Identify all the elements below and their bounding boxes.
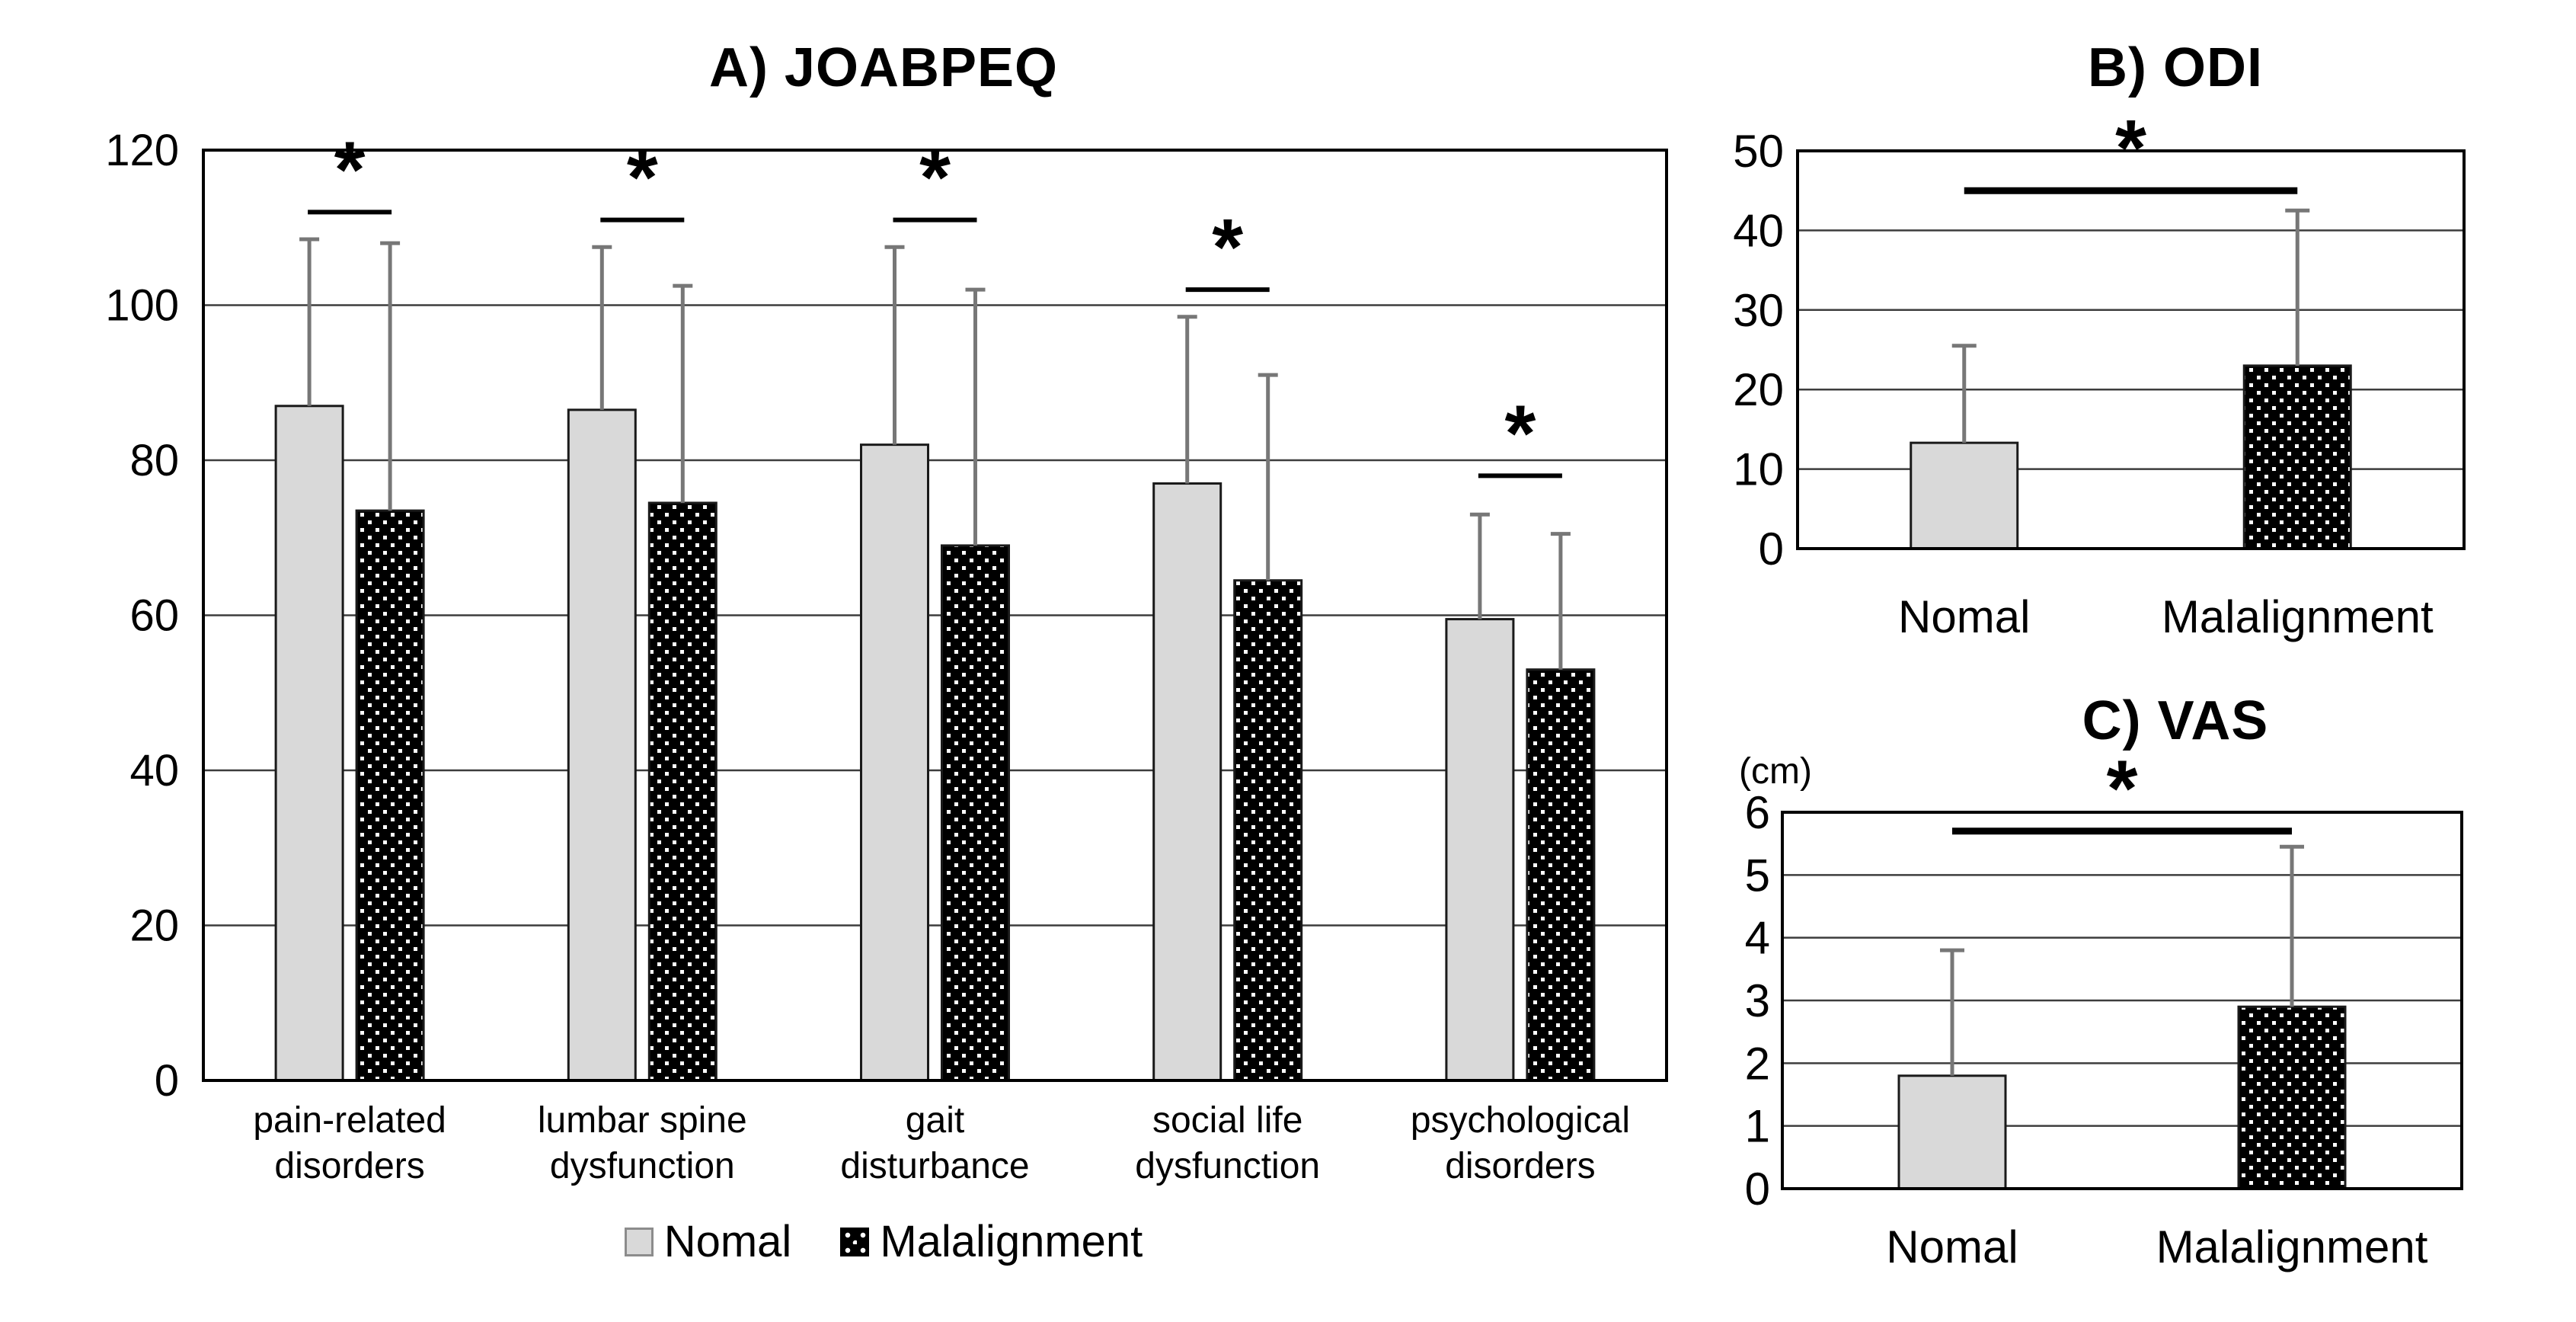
significance-asterisk: * [919,133,951,222]
y-tick-label: 0 [1745,1164,1770,1215]
y-tick-label: 30 [1733,285,1784,336]
bar [1910,441,2019,550]
category-label: pain-related disorders [253,1100,446,1186]
y-tick-label: 2 [1745,1038,1770,1089]
significance-asterisk: * [1212,203,1243,292]
bar [941,544,1010,1082]
category-label: Nomal [1898,591,2030,642]
significance-asterisk: * [334,125,366,214]
odi-title: B) ODI [2088,37,2263,98]
normal-swatch-icon [624,1227,654,1256]
category-label: Nomal [1886,1221,2018,1272]
legend: Nomal Malalignment [0,1216,1767,1267]
bar [2237,1005,2347,1190]
category-label: gait disturbance [840,1100,1029,1186]
y-tick-label: 6 [1745,787,1770,838]
bar [274,405,344,1082]
bar [1152,482,1222,1082]
plot-border [202,149,1668,1082]
significance-asterisk: * [627,133,658,222]
bar [1445,618,1515,1082]
category-label: Malalignment [2156,1221,2428,1272]
significance-asterisk: * [2107,744,2138,834]
y-tick-label: 80 [129,436,179,485]
plot-border [1781,811,2463,1190]
bar [860,443,929,1082]
joabpeq-title: A) JOABPEQ [708,37,1059,98]
plot-border [1796,149,2466,550]
y-tick-label: 120 [105,126,179,175]
y-tick-label: 3 [1745,975,1770,1026]
y-tick-label: 1 [1745,1101,1770,1152]
y-tick-label: 0 [1759,523,1784,575]
legend-label-normal: Nomal [663,1217,792,1266]
chart-odi: 0 10 20 30 40 50 * Nomal Malalignment [1733,104,2466,642]
y-tick-label: 20 [1733,364,1784,415]
y-tick-label: 10 [1733,444,1784,495]
y-tick-label: 20 [129,901,179,951]
y-tick-label: 100 [105,281,179,331]
bar [2242,364,2352,550]
y-tick-label: 60 [129,591,179,641]
category-label: social life dysfunction [1135,1100,1320,1186]
category-label: Malalignment [2162,591,2434,642]
y-tick-label: 4 [1745,913,1770,964]
y-tick-label: 0 [155,1056,179,1106]
legend-item-malalignment: Malalignment [840,1216,1143,1267]
y-tick-label: 50 [1733,126,1784,177]
malalignment-swatch-icon [840,1227,870,1256]
bar [355,509,425,1082]
bar [647,501,718,1082]
legend-label-malalignment: Malalignment [880,1217,1143,1266]
bar [1233,579,1303,1082]
vas-unit-label: (cm) [1739,751,1812,792]
category-label: lumbar spine dysfunction [538,1100,747,1186]
y-tick-label: 5 [1745,850,1770,901]
category-label: psychological disorders [1411,1100,1630,1186]
significance-asterisk: * [1504,389,1536,478]
legend-item-normal: Nomal [624,1216,792,1267]
vas-title: C) VAS [2082,690,2269,751]
bar [1526,668,1596,1082]
chart-joabpeq: 0 20 40 60 80 100 120 * * * * * pain-related disorder… [105,125,1668,1186]
bar [567,408,637,1082]
y-tick-label: 40 [129,746,179,795]
y-tick-label: 40 [1733,205,1784,256]
bar [1897,1074,2007,1190]
chart-vas: 0 1 2 3 4 5 6 * Nomal Malalignment [1745,744,2463,1272]
significance-asterisk: * [2115,104,2146,193]
